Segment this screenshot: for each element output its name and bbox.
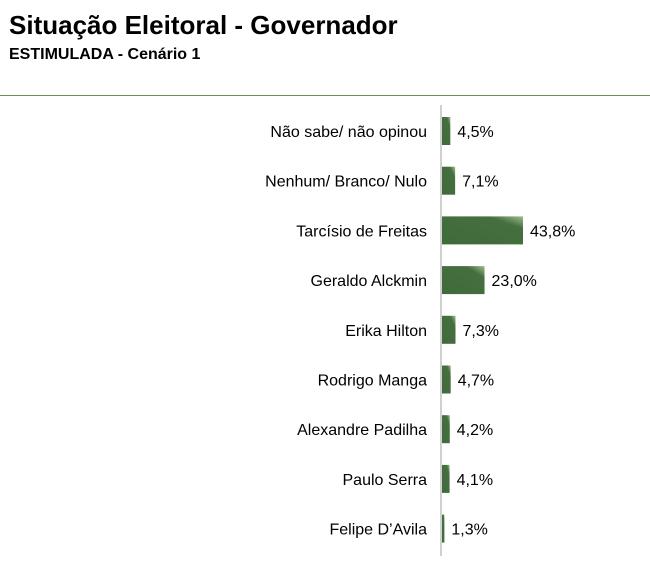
- bar: [442, 464, 450, 493]
- bar: [442, 315, 456, 344]
- category-label: Tarcísio de Freitas: [296, 223, 427, 240]
- value-label: 1,3%: [451, 522, 487, 539]
- chart-subtitle: ESTIMULADA - Cenário 1: [9, 46, 201, 63]
- bar: [442, 415, 450, 444]
- value-label: 7,1%: [462, 174, 498, 191]
- bar: [442, 365, 451, 394]
- chart-title: Situação Eleitoral - Governador: [9, 10, 398, 40]
- value-label: 43,8%: [530, 223, 575, 240]
- header-divider: [0, 95, 650, 96]
- bar: [442, 514, 445, 543]
- category-label: Felipe D’Avila: [329, 522, 427, 539]
- category-label: Alexandre Padilha: [297, 422, 427, 439]
- bar: [442, 216, 523, 245]
- bar: [442, 166, 456, 195]
- bar: [442, 266, 485, 295]
- value-label: 4,5%: [457, 124, 493, 141]
- value-label: 7,3%: [463, 323, 499, 340]
- bars-layer: Não sabe/ não opinou 4,5% Nenhum/ Branco/ …: [265, 117, 575, 543]
- category-label: Geraldo Alckmin: [311, 273, 428, 290]
- category-label: Nenhum/ Branco/ Nulo: [265, 174, 427, 191]
- category-label: Paulo Serra: [343, 472, 428, 489]
- value-label: 4,2%: [457, 422, 493, 439]
- value-label: 23,0%: [492, 273, 537, 290]
- category-label: Erika Hilton: [345, 323, 427, 340]
- bar: [442, 117, 451, 145]
- value-label: 4,7%: [458, 373, 494, 390]
- value-label: 4,1%: [457, 472, 493, 489]
- category-label: Rodrigo Manga: [318, 373, 428, 390]
- category-label: Não sabe/ não opinou: [270, 124, 427, 141]
